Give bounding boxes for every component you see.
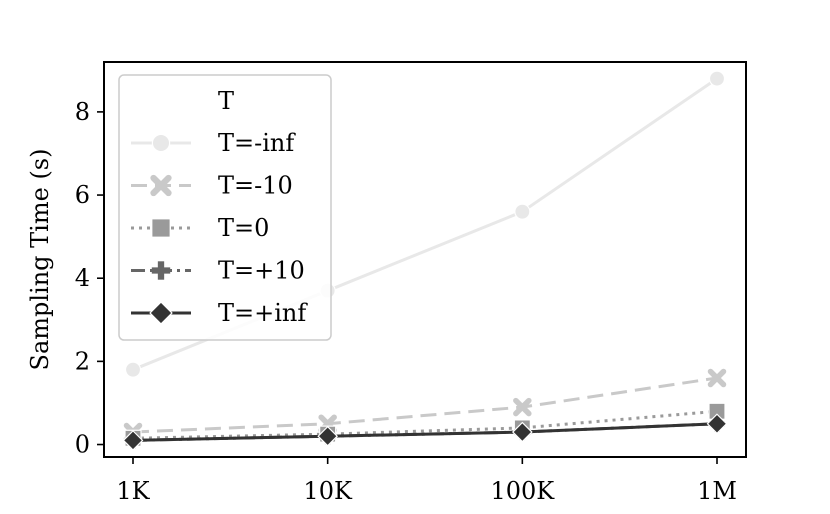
legend-swatch-marker [151, 133, 171, 153]
y-tick-label: 8 [75, 98, 90, 126]
data-point [317, 425, 339, 447]
x-tick-label: 10K [303, 477, 353, 505]
legend-swatch-marker [149, 301, 173, 325]
series-markers [122, 70, 728, 451]
legend-title: T [218, 87, 234, 115]
plot-area-frame [103, 61, 747, 458]
y-tick-label: 0 [75, 431, 90, 459]
data-point [513, 397, 532, 417]
y-tick-label: 2 [75, 347, 90, 375]
legend-entry: T=+inf [131, 299, 308, 327]
marker-stroke [513, 397, 532, 417]
marker-stroke [707, 368, 727, 388]
data-point [124, 361, 142, 378]
data-point [706, 413, 728, 435]
x-tick-label: 1M [697, 477, 737, 505]
x-tick-label: 1K [116, 477, 150, 505]
legend-entry: T=-10 [131, 172, 293, 200]
legend-swatch-marker [151, 218, 171, 238]
legend-swatch-marker [150, 174, 172, 197]
legend-entry: T=-inf [131, 129, 296, 157]
series-line [132, 376, 718, 434]
x-tick-label: 100K [490, 477, 555, 505]
data-point [707, 368, 727, 388]
legend-label: T=-10 [218, 172, 293, 200]
x-axis: 1K 10K 100K 1M [116, 457, 737, 505]
data-point [122, 430, 144, 451]
y-tick-label: 4 [75, 264, 90, 292]
y-axis: 0 2 4 6 8 [75, 98, 104, 459]
legend-label: T=+10 [218, 257, 305, 285]
y-axis-title: Sampling Time (s) [26, 149, 54, 371]
series-line [132, 409, 718, 440]
y-tick-label: 6 [75, 181, 90, 209]
legend-label: T=+inf [218, 299, 308, 327]
marker-stroke [150, 174, 172, 197]
data-point [708, 70, 726, 87]
data-point [511, 421, 533, 443]
legend-label: T=0 [218, 214, 269, 242]
data-point [514, 203, 531, 220]
legend-entry: T=+10 [131, 257, 305, 285]
legend-box [118, 74, 332, 341]
legend-label: T=-inf [218, 129, 296, 157]
legend-entries: T=-inf T=-10 T=0 T=+10 T=+inf [131, 129, 308, 327]
legend-swatch-marker [151, 261, 171, 280]
legend: T T=-inf T=-10 T=0 T=+10 T=+inf [118, 74, 332, 341]
series-line [132, 422, 718, 442]
legend-entry: T=0 [131, 214, 269, 242]
